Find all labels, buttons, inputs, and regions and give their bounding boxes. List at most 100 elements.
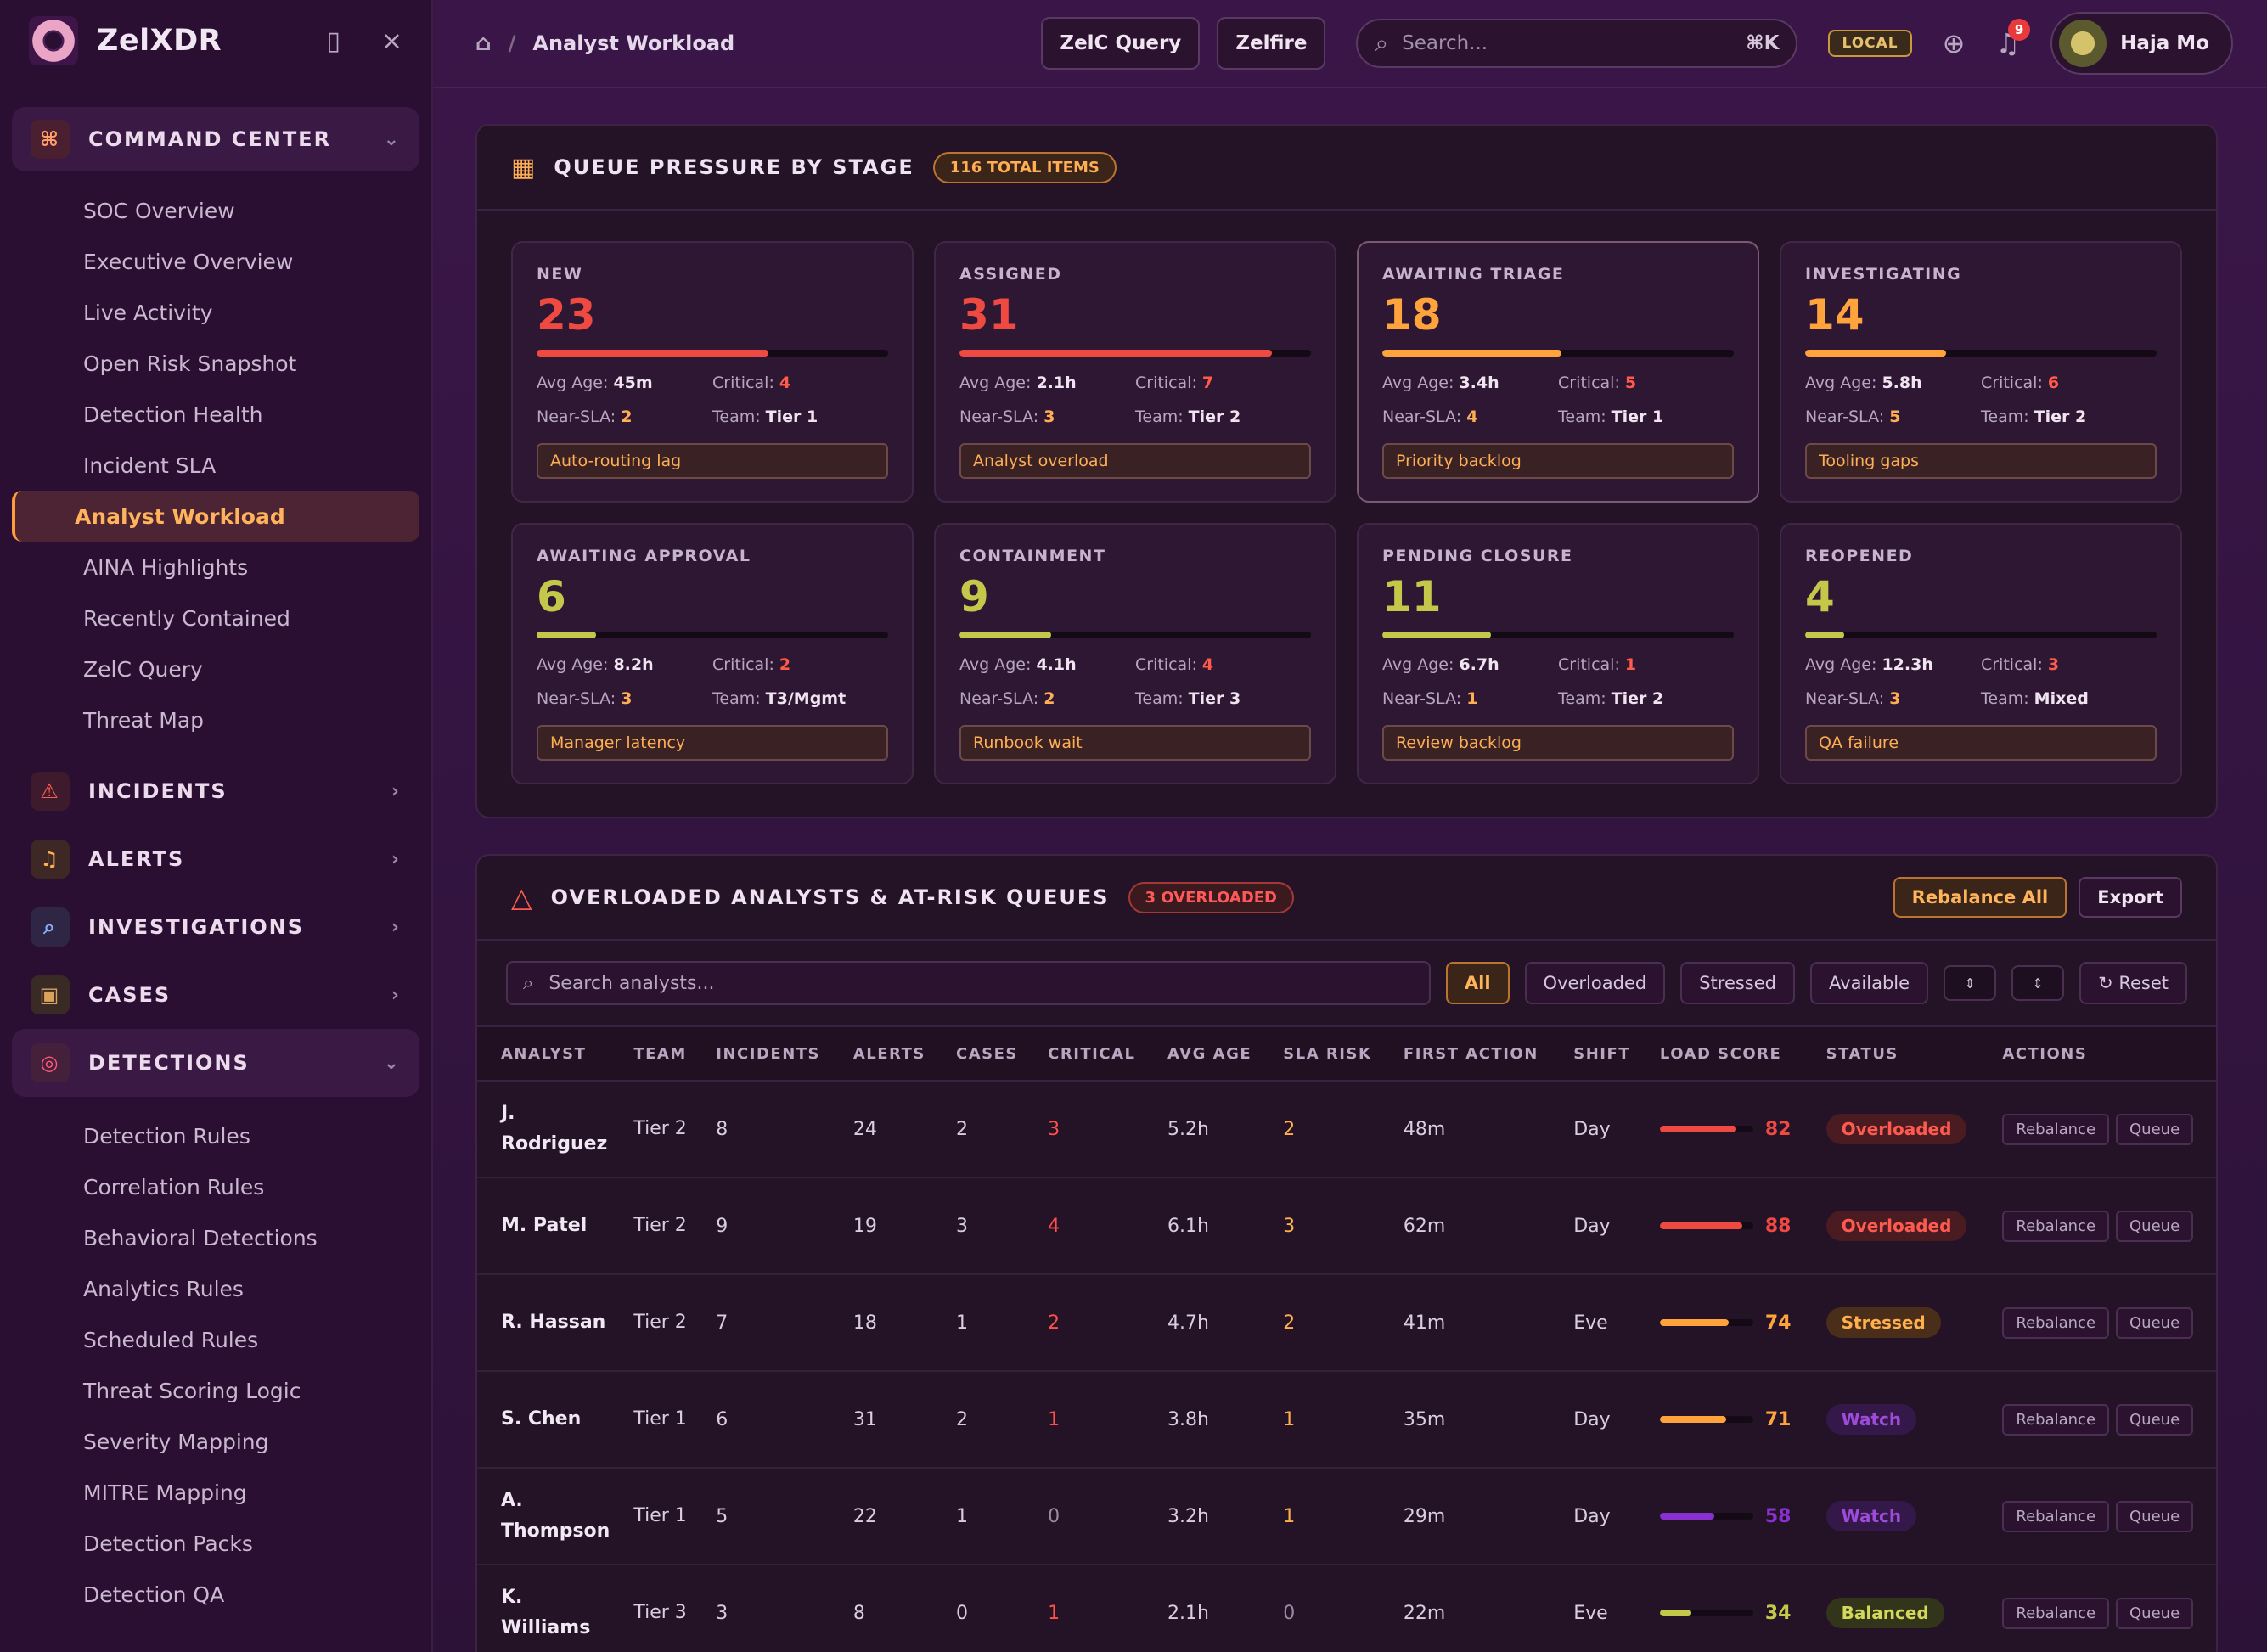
environment-badge: LOCAL [1828, 30, 1912, 57]
stage-card[interactable]: AWAITING APPROVAL 6 Avg Age: 8.2h Critical:… [511, 523, 914, 784]
load-bar-fill [1659, 1513, 1714, 1520]
stage-card[interactable]: ASSIGNED 31 Avg Age: 2.1h Critical: 7 Near-S… [934, 241, 1336, 503]
status-cell: Overloaded [1802, 1177, 1979, 1275]
status-cell: Watch [1802, 1468, 1979, 1565]
stat-label: Critical: [712, 374, 774, 392]
sort-select[interactable]: ⇕ [1944, 965, 1997, 1001]
sidebar-item-detection-rules[interactable]: Detection Rules [83, 1123, 250, 1149]
sidebar-item-recently-contained[interactable]: Recently Contained [83, 605, 290, 631]
table-row[interactable]: S. Chen Tier 1 6 31 2 1 3.8h 1 35m Day 71 Watch Reba… [477, 1371, 2216, 1469]
sidebar-toggle-icon[interactable]: ▯ [326, 25, 340, 56]
sidebar-item-open-risk-snapshot[interactable]: Open Risk Snapshot [83, 351, 297, 376]
sidebar-item-incident-sla[interactable]: Incident SLA [83, 452, 217, 478]
main-area: ⌂ / Analyst Workload ZelC Query Zelfire … [433, 0, 2267, 1652]
column-header: SLA RISK [1259, 1025, 1380, 1082]
stage-progress-fill [537, 350, 769, 357]
avg-age: Avg Age: 8.2h [537, 655, 712, 674]
reset-button[interactable]: ↻ Reset [2079, 962, 2187, 1004]
sidebar-item-detection-packs[interactable]: Detection Packs [83, 1531, 253, 1556]
rebalance-button[interactable]: Rebalance [2002, 1500, 2110, 1532]
alerts-count: 19 [829, 1177, 932, 1275]
filter-all[interactable]: All [1445, 962, 1510, 1004]
sidebar-item-detection-health[interactable]: Detection Health [83, 402, 263, 427]
rebalance-all-button[interactable]: Rebalance All [1893, 877, 2067, 918]
actions-cell: Rebalance Queue [1978, 1371, 2216, 1469]
column-header: ACTIONS [1978, 1025, 2216, 1082]
status-badge: Balanced [1825, 1598, 1944, 1628]
nav-group-cases[interactable]: ▣ CASES › [12, 961, 419, 1029]
load-bar [1659, 1126, 1753, 1132]
global-search-input[interactable]: ⌕ Search... ⌘K [1356, 19, 1798, 68]
nav-group-investigations[interactable]: ⌕ INVESTIGATIONS › [12, 893, 419, 961]
sidebar-item-executive-overview[interactable]: Executive Overview [83, 249, 294, 274]
sidebar-item-threat-map[interactable]: Threat Map [83, 707, 205, 733]
queue-button[interactable]: Queue [2116, 1113, 2194, 1145]
sidebar-item-severity-mapping[interactable]: Severity Mapping [83, 1429, 269, 1454]
stage-card[interactable]: AWAITING TRIAGE 18 Avg Age: 3.4h Critical: … [1357, 241, 1759, 503]
table-row[interactable]: A. Thompson Tier 1 5 22 1 0 3.2h 1 29m Day 58 Watch… [477, 1468, 2216, 1565]
table-row[interactable]: K. Williams Tier 3 3 8 0 1 2.1h 0 22m Eve 34 Balanc… [477, 1565, 2216, 1652]
analyst-search-input[interactable]: ⌕ Search analysts... [506, 961, 1431, 1005]
add-icon[interactable]: ⊕ [1942, 27, 1966, 59]
export-button[interactable]: Export [2079, 877, 2182, 918]
stage-progress-fill [1382, 632, 1492, 638]
group-select[interactable]: ⇕ [2011, 965, 2065, 1001]
rebalance-button[interactable]: Rebalance [2002, 1113, 2110, 1145]
stat-value: 4 [1201, 655, 1214, 674]
queue-button[interactable]: Queue [2116, 1597, 2194, 1629]
sidebar-item-zelc-query[interactable]: ZelC Query [83, 656, 203, 682]
search-shortcut: ⌘K [1746, 32, 1780, 54]
sidebar-item-live-activity[interactable]: Live Activity [83, 300, 213, 325]
sidebar-item-analyst-workload[interactable]: Analyst Workload [12, 491, 419, 542]
sidebar-item-detection-qa[interactable]: Detection QA [83, 1582, 225, 1607]
rebalance-button[interactable]: Rebalance [2002, 1597, 2110, 1629]
nav-group-command-center[interactable]: ⌘ COMMAND CENTER ⌄ [12, 107, 419, 171]
sidebar-item-mitre-mapping[interactable]: MITRE Mapping [83, 1480, 247, 1505]
queue-button[interactable]: Queue [2116, 1403, 2194, 1436]
sidebar-item-threat-scoring-logic[interactable]: Threat Scoring Logic [83, 1378, 301, 1403]
home-icon[interactable]: ⌂ [475, 31, 492, 56]
table-row[interactable]: J. Rodriguez Tier 2 8 24 2 3 5.2h 2 48m Day 82 Over… [477, 1081, 2216, 1178]
user-menu[interactable]: Haja Mo [2050, 12, 2233, 75]
stage-progress-fill [1805, 632, 1844, 638]
stat-label: Team: [1135, 407, 1184, 426]
analyst-name: J. Rodriguez [477, 1081, 610, 1178]
sidebar-item-aina-highlights[interactable]: AINA Highlights [83, 554, 249, 580]
sidebar-item-scheduled-rules[interactable]: Scheduled Rules [83, 1327, 259, 1352]
filter-stressed[interactable]: Stressed [1680, 962, 1795, 1004]
rebalance-button[interactable]: Rebalance [2002, 1403, 2110, 1436]
rebalance-button[interactable]: Rebalance [2002, 1210, 2110, 1242]
rebalance-button[interactable]: Rebalance [2002, 1306, 2110, 1339]
sidebar-item-analytics-rules[interactable]: Analytics Rules [83, 1276, 244, 1301]
sidebar-item-behavioral-detections[interactable]: Behavioral Detections [83, 1225, 318, 1250]
table-row[interactable]: M. Patel Tier 2 9 19 3 4 6.1h 3 62m Day 88 Overload… [477, 1177, 2216, 1275]
stage-card[interactable]: REOPENED 4 Avg Age: 12.3h Critical: 3 Near-S… [1780, 523, 2182, 784]
zelc-query-button[interactable]: ZelC Query [1041, 17, 1201, 70]
stage-card[interactable]: CONTAINMENT 9 Avg Age: 4.1h Critical: 4 Near… [934, 523, 1336, 784]
nav-group-incidents[interactable]: ⚠ INCIDENTS › [12, 757, 419, 825]
stat-value: 2 [621, 407, 633, 426]
zelfire-button[interactable]: Zelfire [1217, 17, 1326, 70]
queue-button[interactable]: Queue [2116, 1210, 2194, 1242]
incidents-count: 7 [692, 1274, 830, 1372]
stage-card[interactable]: PENDING CLOSURE 11 Avg Age: 6.7h Critical: … [1357, 523, 1759, 784]
filter-available[interactable]: Available [1810, 962, 1929, 1004]
notification-bell-icon[interactable]: ♫ 9 [1995, 19, 2031, 59]
nav-group-alerts[interactable]: ♫ ALERTS › [12, 825, 419, 893]
table-row[interactable]: R. Hassan Tier 2 7 18 1 2 4.7h 2 41m Eve 74 Stresse… [477, 1274, 2216, 1372]
queue-button[interactable]: Queue [2116, 1500, 2194, 1532]
stat-value: 6 [2047, 374, 2060, 392]
team: Team: Tier 2 [1981, 407, 2157, 426]
sidebar-item-soc-overview[interactable]: SOC Overview [83, 198, 235, 223]
filter-overloaded[interactable]: Overloaded [1524, 962, 1666, 1004]
nav-group-detections[interactable]: ◎ DETECTIONS ⌄ [12, 1029, 419, 1097]
breadcrumb-separator: / [508, 31, 516, 55]
queue-button[interactable]: Queue [2116, 1306, 2194, 1339]
search-placeholder: Search... [1402, 32, 1488, 54]
critical-count: Critical: 3 [1981, 655, 2157, 674]
sidebar-item-correlation-rules[interactable]: Correlation Rules [83, 1174, 265, 1200]
column-header: ALERTS [829, 1025, 932, 1082]
collapse-icon[interactable]: ⨯ [380, 25, 402, 56]
